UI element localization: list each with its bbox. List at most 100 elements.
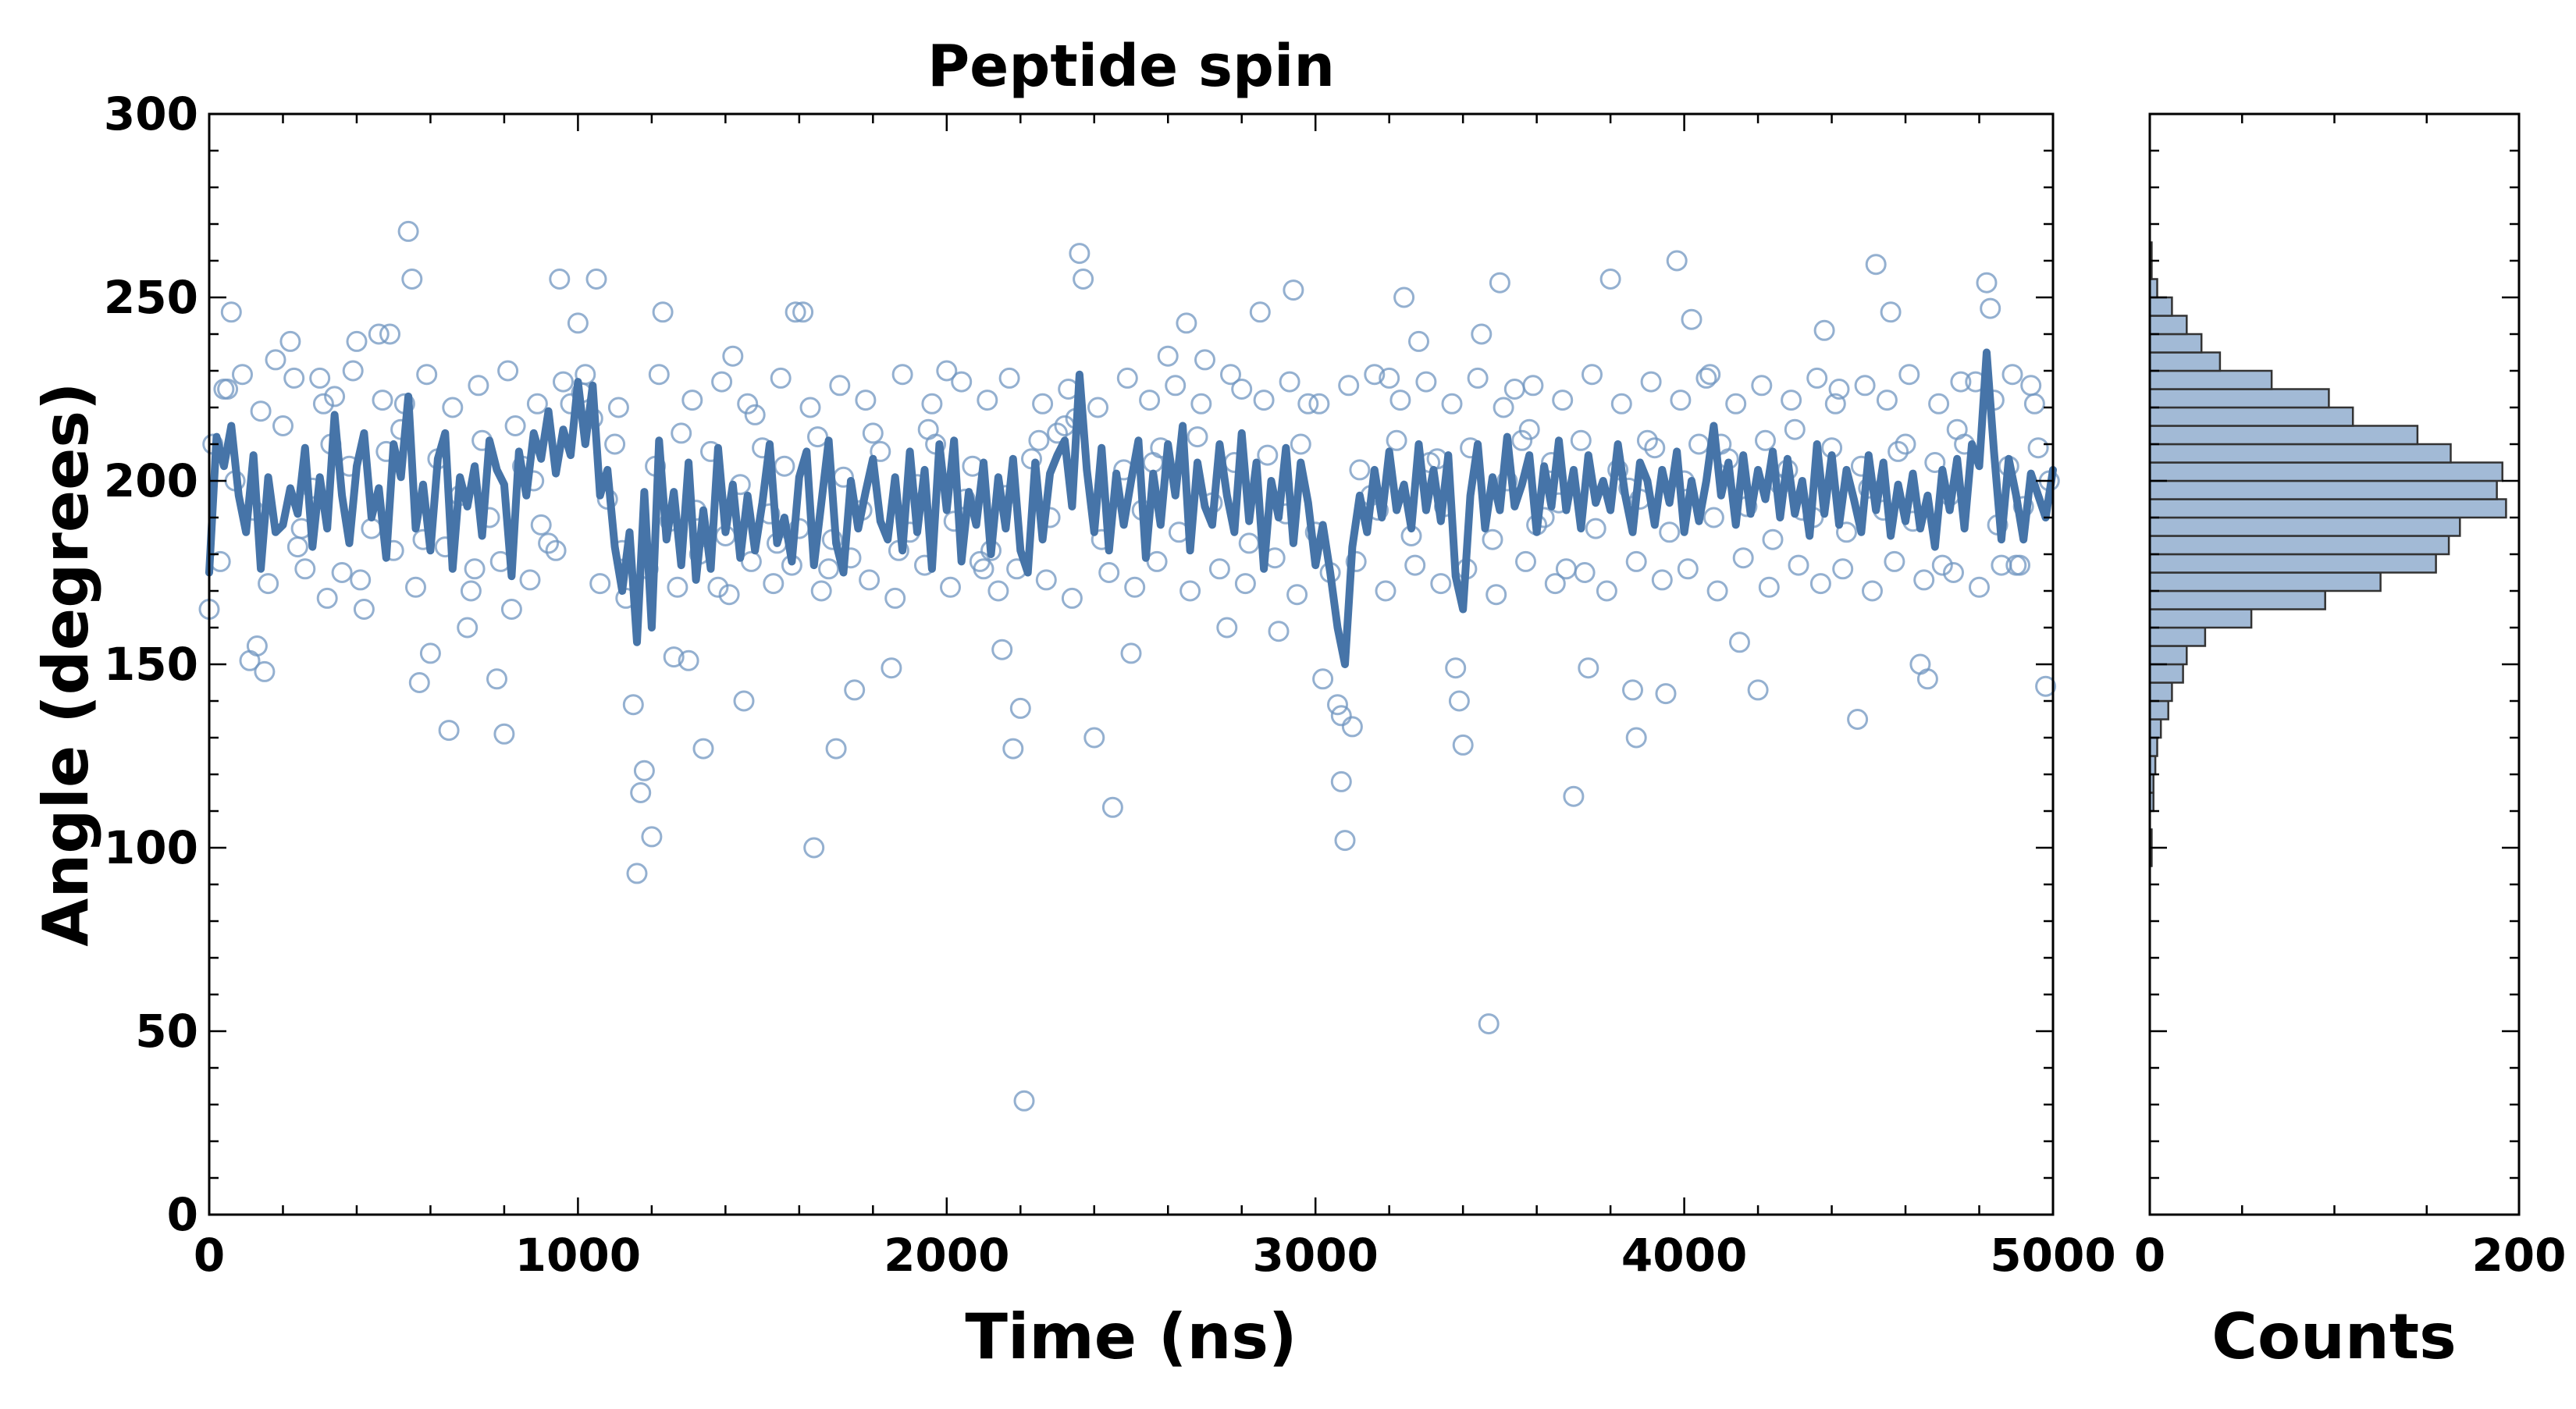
data-point <box>1832 558 1854 580</box>
data-point <box>405 576 426 598</box>
data-point <box>567 312 589 334</box>
data-point <box>312 393 334 415</box>
data-point <box>1854 375 1876 397</box>
data-point <box>1895 433 1916 455</box>
data-point <box>1028 429 1050 451</box>
x-tick-label: 5000 <box>1990 1229 2115 1282</box>
time-series-panel: 0 1000 2000 3000 4000 5000050100150200250300 … <box>30 33 2116 1373</box>
data-point <box>862 422 884 444</box>
data-point <box>1931 554 1953 576</box>
data-point <box>648 364 670 386</box>
data-point <box>1283 279 1304 301</box>
data-point <box>1478 1013 1500 1035</box>
data-point <box>1522 375 1544 397</box>
data-point <box>969 550 991 572</box>
data-point <box>818 558 840 580</box>
data-point <box>1445 657 1467 679</box>
data-point <box>1806 367 1828 389</box>
data-point <box>1101 796 1123 818</box>
x-tick-label: 3000 <box>1252 1229 1378 1282</box>
data-point <box>232 364 253 386</box>
data-point <box>1379 367 1400 389</box>
data-point <box>940 576 961 598</box>
data-point <box>1375 580 1397 602</box>
data-point <box>733 690 755 712</box>
data-point <box>342 360 364 382</box>
data-point <box>859 569 881 591</box>
data-point <box>1345 550 1367 572</box>
data-point <box>2001 364 2023 386</box>
data-point <box>1876 390 1898 411</box>
data-point <box>1888 440 1909 462</box>
data-point <box>585 269 607 290</box>
data-point <box>1139 390 1161 411</box>
data-point <box>1699 364 1721 386</box>
data-point <box>884 587 906 609</box>
data-point <box>2023 393 2045 415</box>
histogram-bar <box>2148 718 2162 739</box>
data-point <box>1578 657 1599 679</box>
data-point <box>519 569 541 591</box>
histogram-bar <box>2148 333 2203 354</box>
histogram-bar <box>2148 406 2354 427</box>
data-point <box>604 433 626 455</box>
data-point <box>807 426 828 448</box>
data-point <box>1083 727 1105 749</box>
data-point <box>1312 668 1334 690</box>
data-point <box>316 587 338 609</box>
data-point <box>1386 429 1407 451</box>
data-point <box>442 397 464 418</box>
data-point <box>464 558 486 580</box>
data-point <box>1330 705 1352 727</box>
data-point <box>1836 521 1857 543</box>
histogram-bar <box>2148 645 2188 666</box>
data-point <box>2009 554 2030 576</box>
data-point <box>1493 397 1514 418</box>
x-tick-label: 2000 <box>884 1229 1009 1282</box>
data-point <box>681 390 703 411</box>
histogram-panel: 0 200 Counts <box>2134 112 2567 1373</box>
data-point <box>1788 554 1809 576</box>
data-point <box>1625 550 1647 572</box>
data-point <box>294 558 316 580</box>
data-point <box>1755 429 1776 451</box>
data-point <box>1651 569 1673 591</box>
main-axis-ticks <box>208 112 2055 1216</box>
data-point <box>1928 393 1950 415</box>
data-point <box>1489 272 1510 294</box>
data-point <box>1334 830 1356 852</box>
data-point <box>416 364 438 386</box>
data-point <box>1482 528 1503 550</box>
hist-x-tick-label: 200 <box>2471 1229 2566 1282</box>
data-point <box>799 397 821 418</box>
hist-x-tick-label: 0 <box>2134 1229 2165 1282</box>
data-point <box>671 422 692 444</box>
histogram-tick-labels: 0 200 <box>2134 1229 2567 1282</box>
data-point <box>1924 452 1946 473</box>
data-point <box>870 440 891 462</box>
data-point <box>810 580 832 602</box>
x-axis-label: Time (ns) <box>965 1300 1297 1373</box>
y-tick-label: 50 <box>135 1005 198 1058</box>
data-point <box>1364 364 1386 386</box>
y-tick-label: 150 <box>104 638 198 691</box>
data-point <box>641 826 663 848</box>
y-tick-label: 300 <box>104 87 198 141</box>
data-point <box>1393 286 1415 308</box>
data-point <box>652 301 674 323</box>
data-point <box>1073 269 1094 290</box>
data-point <box>678 649 699 671</box>
data-point <box>1087 397 1108 418</box>
data-point <box>372 390 393 411</box>
histogram-bar <box>2148 369 2273 390</box>
data-point <box>2027 437 2049 459</box>
data-point <box>1976 272 1998 294</box>
histogram-bar <box>2148 571 2382 592</box>
data-point <box>1950 371 1972 393</box>
histogram-bar <box>2148 351 2222 372</box>
data-point <box>1330 770 1352 792</box>
data-point <box>1644 437 1666 459</box>
data-point <box>1179 580 1201 602</box>
histogram-x-axis-label: Counts <box>2211 1300 2456 1373</box>
